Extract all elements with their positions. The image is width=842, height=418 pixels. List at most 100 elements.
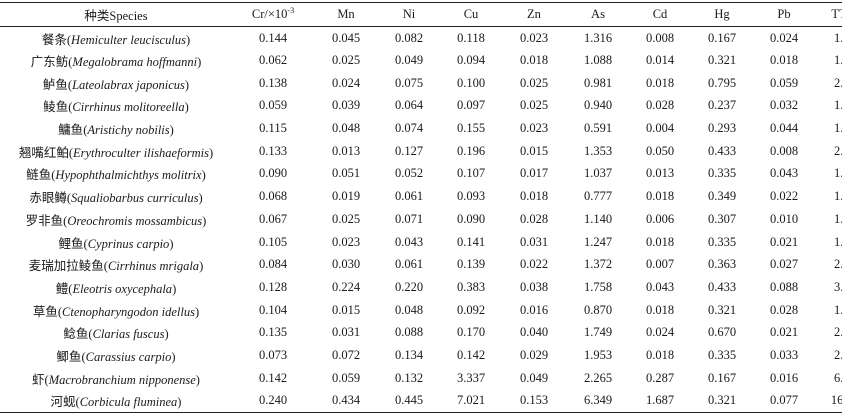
species-cell: 鳢(Eleotris oxycephala) [0, 276, 232, 299]
value-cell-mn: 0.025 [331, 211, 361, 226]
value-cell-mn: 0.224 [331, 279, 361, 294]
table-row: 鲶鱼(Clarias fuscus) 0.135 0.031 0.088 0.170 0.… [0, 321, 842, 344]
value-cell-as: 6.349 [566, 389, 630, 413]
value-cell-tthq: 2.163 [833, 75, 842, 90]
value-cell-cd: 0.007 [645, 257, 675, 272]
paren-close: ) [184, 100, 189, 115]
value-cell-pb: 0.033 [769, 347, 799, 362]
species-chinese-name: 鲶鱼 [63, 327, 89, 342]
paren-open: ( [68, 100, 73, 115]
species-cell: 鲤鱼(Cyprinus carpio) [0, 231, 232, 254]
value-cell-zn: 0.025 [519, 98, 549, 113]
table-row: 广东鲂(Megalobrama hoffmanni) 0.062 0.025 0.04… [0, 49, 842, 72]
paren-open: ( [88, 327, 93, 342]
value-cell-cr: 0.067 [258, 211, 288, 226]
species-cell: 麦瑞加拉鲮鱼(Cirrhinus mrigala) [0, 253, 232, 276]
species-cell: 罗非鱼(Oreochromis mossambicus) [0, 208, 232, 231]
species-scientific-name: Cyprinus carpio [87, 236, 170, 251]
value-cell-as: 1.953 [583, 347, 613, 362]
value-cell-zn: 0.031 [519, 234, 549, 249]
paren-close: ) [177, 395, 182, 410]
value-cell-ni: 0.132 [394, 370, 424, 385]
value-cell-hg: 0.335 [707, 347, 737, 362]
value-cell-cd: 0.006 [645, 211, 675, 226]
value-cell-pb: 0.021 [769, 325, 799, 340]
value-cell-cu: 0.100 [456, 75, 486, 90]
value-cell-as: 2.265 [583, 370, 613, 385]
value-cell-tthq: 1.405 [833, 121, 842, 136]
value-cell-ni: 0.061 [394, 189, 424, 204]
value-cell-mn: 0.051 [331, 166, 361, 181]
value-cell-as: 1.353 [583, 143, 613, 158]
paren-close: ) [202, 213, 207, 228]
table-row: 鳙鱼(Aristichy nobilis) 0.115 0.048 0.074 0.15… [0, 117, 842, 140]
value-cell-as: 0.981 [583, 75, 613, 90]
value-cell-ni: 0.082 [394, 30, 424, 45]
value-cell-hg: 0.670 [707, 325, 737, 340]
value-cell-cr: 0.084 [258, 257, 288, 272]
value-cell-zn: 0.025 [519, 75, 549, 90]
value-cell-cu: 0.196 [456, 143, 486, 158]
value-cell-ni: 0.071 [394, 211, 424, 226]
value-cell-pb: 0.027 [769, 257, 799, 272]
value-cell-cr: 0.128 [258, 279, 288, 294]
value-cell-cu: 7.021 [440, 389, 502, 413]
species-cell: 赤眼鳟(Squaliobarbus curriculus) [0, 185, 232, 208]
value-cell-cu: 0.107 [456, 166, 486, 181]
table-row: 鲤鱼(Cyprinus carpio) 0.105 0.023 0.043 0.141 0… [0, 231, 842, 254]
paren-open: ( [66, 32, 72, 47]
value-cell-cr: 0.142 [258, 370, 288, 385]
paren-close: ) [195, 372, 200, 387]
header-cr: Cr/×10-3 [232, 2, 314, 27]
value-cell-cd: 0.024 [645, 325, 675, 340]
value-cell-cr: 0.062 [258, 53, 288, 68]
value-cell-hg: 0.363 [707, 257, 737, 272]
paren-close: ) [172, 281, 177, 296]
paren-close: ) [185, 32, 191, 47]
value-cell-hg: 0.167 [707, 30, 737, 45]
value-cell-zn: 0.016 [519, 302, 549, 317]
species-scientific-name: Hemiculter leucisculus [71, 32, 186, 47]
value-cell-cu: 0.141 [456, 234, 486, 249]
species-scientific-name: Cirrhinus molitoreella [72, 100, 185, 115]
value-cell-ni: 0.064 [394, 98, 424, 113]
value-cell-tthq: 2.550 [833, 143, 842, 158]
value-cell-tthq: 1.886 [833, 30, 842, 45]
value-cell-hg: 0.795 [707, 75, 737, 90]
value-cell-cr: 0.144 [258, 30, 288, 45]
species-chinese-name: 鳢 [55, 281, 69, 296]
value-cell-pb: 0.024 [769, 30, 799, 45]
species-cell: 鲢鱼(Hypophthalmichthys molitrix) [0, 163, 232, 186]
species-scientific-name: Oreochromis mossambicus [67, 213, 203, 228]
species-chinese-name: 鳙鱼 [58, 123, 84, 138]
species-chinese-name: 鲢鱼 [26, 168, 52, 183]
value-cell-cd: 0.018 [645, 234, 675, 249]
paren-open: ( [83, 236, 88, 251]
table-row: 餐条(Hemiculter leucisculus) 0.144 0.045 0.08… [0, 27, 842, 50]
value-cell-cr: 0.068 [258, 189, 288, 204]
value-cell-pb: 0.059 [769, 75, 799, 90]
species-scientific-name: Cirrhinus mrigala [107, 259, 200, 274]
value-cell-cu: 0.139 [456, 257, 486, 272]
value-cell-pb: 0.022 [769, 189, 799, 204]
paren-open: ( [57, 304, 63, 319]
species-cell: 河蚬(Corbicula fluminea) [0, 389, 232, 413]
paren-open: ( [44, 372, 49, 387]
paren-open: ( [67, 77, 73, 92]
table-row: 鲫鱼(Carassius carpio) 0.073 0.072 0.134 0.142… [0, 344, 842, 367]
value-cell-as: 0.777 [583, 189, 613, 204]
value-cell-zn: 0.049 [519, 370, 549, 385]
value-cell-zn: 0.022 [519, 257, 549, 272]
header-species: 种类Species [0, 2, 232, 27]
species-scientific-name: Hypophthalmichthys molitrix [55, 168, 202, 183]
value-cell-zn: 0.017 [519, 166, 549, 181]
value-cell-cr: 0.115 [259, 121, 287, 136]
paren-close: ) [201, 168, 206, 183]
species-chinese-name: 赤眼鳟 [29, 191, 67, 206]
species-chinese-name: 河蚬 [50, 395, 76, 410]
species-scientific-name: Macrobranchium nipponense [48, 372, 196, 387]
species-cell: 鲈鱼(Lateolabrax japonicus) [0, 72, 232, 95]
value-cell-tthq: 2.906 [833, 347, 842, 362]
value-cell-mn: 0.025 [331, 53, 361, 68]
